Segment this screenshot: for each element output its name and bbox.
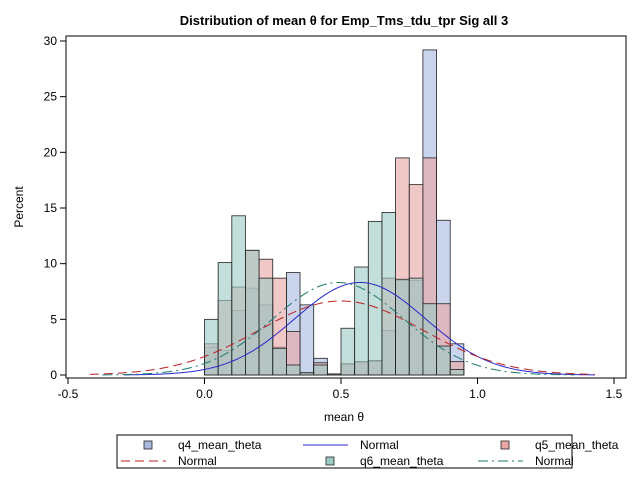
histogram-bar-q6-mean-theta [299, 372, 315, 376]
plot-frame [65, 35, 627, 379]
histogram-bar-q6-mean-theta [285, 364, 301, 376]
legend-label: Normal [535, 454, 574, 468]
histogram-bar-q6-mean-theta [367, 220, 383, 376]
histogram-bar-q6-mean-theta [436, 345, 451, 376]
y-axis-label: Percent [12, 186, 26, 228]
histogram-bar-q6-mean-theta [340, 327, 356, 376]
histogram-bar-q6-mean-theta [408, 277, 424, 376]
x-tick-label: 0.0 [196, 387, 213, 401]
y-tick-label: 0 [50, 368, 57, 382]
histogram-bar-q6-mean-theta [422, 303, 437, 376]
histogram-bar-q6-mean-theta [245, 249, 260, 376]
histogram-bar-q6-mean-theta [231, 215, 246, 376]
legend-label: q6_mean_theta [360, 454, 444, 468]
normal-curve-3 [89, 300, 595, 375]
legend-swatch-q5-mean-theta [500, 440, 510, 450]
y-tick-label: 30 [44, 34, 58, 48]
y-tick-label: 15 [44, 201, 58, 215]
y-tick-label: 5 [50, 312, 57, 326]
x-axis-label: mean θ [324, 410, 364, 424]
histogram-bar-q6-mean-theta [313, 364, 328, 376]
histogram-bar-q6-mean-theta [449, 369, 465, 376]
legend-swatch-q4-mean-theta [143, 440, 153, 450]
histogram-bar-q6-mean-theta [395, 278, 410, 376]
y-tick-label: 10 [44, 257, 58, 271]
legend: q4_mean_theta Normal q5_mean_theta Normal q6… [116, 434, 619, 469]
normal-curve-5 [102, 281, 575, 376]
histogram-bar-q6-mean-theta [326, 373, 342, 376]
x-tick-label: 1.0 [469, 387, 486, 401]
chart-title: Distribution of mean θ for Emp_Tms_tdu_t… [180, 13, 508, 28]
legend-label: Normal [178, 454, 217, 468]
x-tick-label: -0.5 [58, 387, 79, 401]
histogram-bar-q6-mean-theta [272, 347, 287, 376]
x-tick-label: 1.5 [606, 387, 623, 401]
legend-label: Normal [360, 438, 399, 452]
histogram-bar-q4-mean-theta [299, 304, 315, 376]
normal-curve-1 [124, 281, 595, 376]
legend-label: q5_mean_theta [535, 438, 619, 452]
axes: -0.5 0.0 0.5 1.0 1.5 0 5 10 15 20 25 30 [44, 34, 623, 401]
x-tick-label: 0.5 [333, 387, 350, 401]
y-tick-label: 20 [44, 145, 58, 159]
legend-swatch-q6-mean-theta [325, 456, 335, 466]
legend-box [116, 434, 573, 469]
legend-label: q4_mean_theta [178, 438, 262, 452]
plot-area [89, 49, 595, 376]
histogram-bar-q6-mean-theta [217, 262, 233, 376]
y-tick-label: 25 [44, 90, 58, 104]
